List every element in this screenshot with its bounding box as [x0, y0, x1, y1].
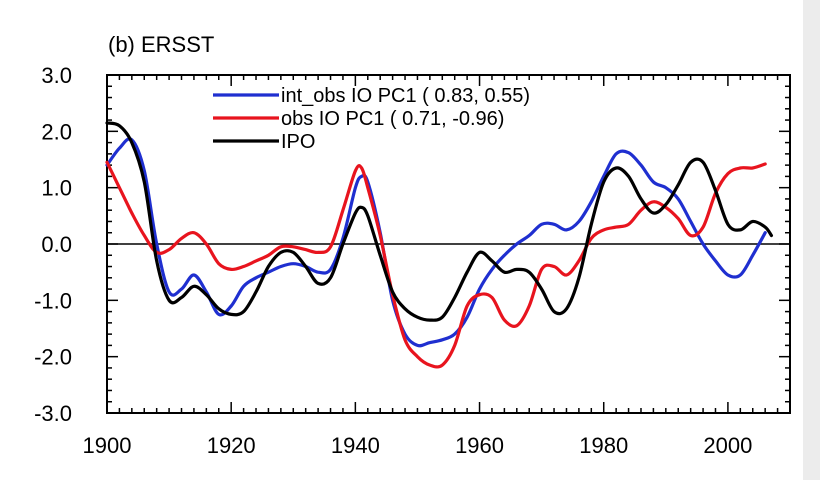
- y-tick-label: 1.0: [41, 176, 72, 201]
- x-tick-label: 1920: [207, 433, 256, 458]
- series-int-obs-io-pc1: [105, 137, 767, 348]
- legend-label: IPO: [281, 131, 315, 153]
- axes-layer: 1900 1920 1940 1960 1980 2000 -3.0 -2.0 -1.0 0.0 1…: [34, 63, 791, 458]
- y-tick-label: -2.0: [34, 345, 72, 370]
- legend-label: int_obs IO PC1 ( 0.83, 0.55): [281, 85, 530, 107]
- x-tick-label: 1900: [83, 433, 132, 458]
- scrollbar-strip: [803, 0, 820, 480]
- y-tick-label: 3.0: [41, 63, 72, 88]
- y-tick-label: -3.0: [34, 401, 72, 426]
- y-tick-label: -1.0: [34, 288, 72, 313]
- x-tick-label: 1980: [579, 433, 628, 458]
- legend-label: obs IO PC1 ( 0.71, -0.96): [281, 108, 504, 130]
- x-tick-label: 1940: [331, 433, 380, 458]
- series-layer: [105, 121, 773, 369]
- chart-title: (b) ERSST: [108, 32, 214, 57]
- series-obs-io-pc1: [105, 160, 767, 369]
- series-ipo: [105, 121, 773, 322]
- x-tick-label: 1960: [455, 433, 504, 458]
- x-tick-label: 2000: [703, 433, 752, 458]
- y-tick-label: 2.0: [41, 119, 72, 144]
- line-chart: (b) ERSST 1900 1920 1940 1960 1980 2000 -3.0 -2…: [34, 32, 791, 458]
- y-tick-label: 0.0: [41, 232, 72, 257]
- legend: int_obs IO PC1 ( 0.83, 0.55)obs IO PC1 (…: [213, 85, 530, 153]
